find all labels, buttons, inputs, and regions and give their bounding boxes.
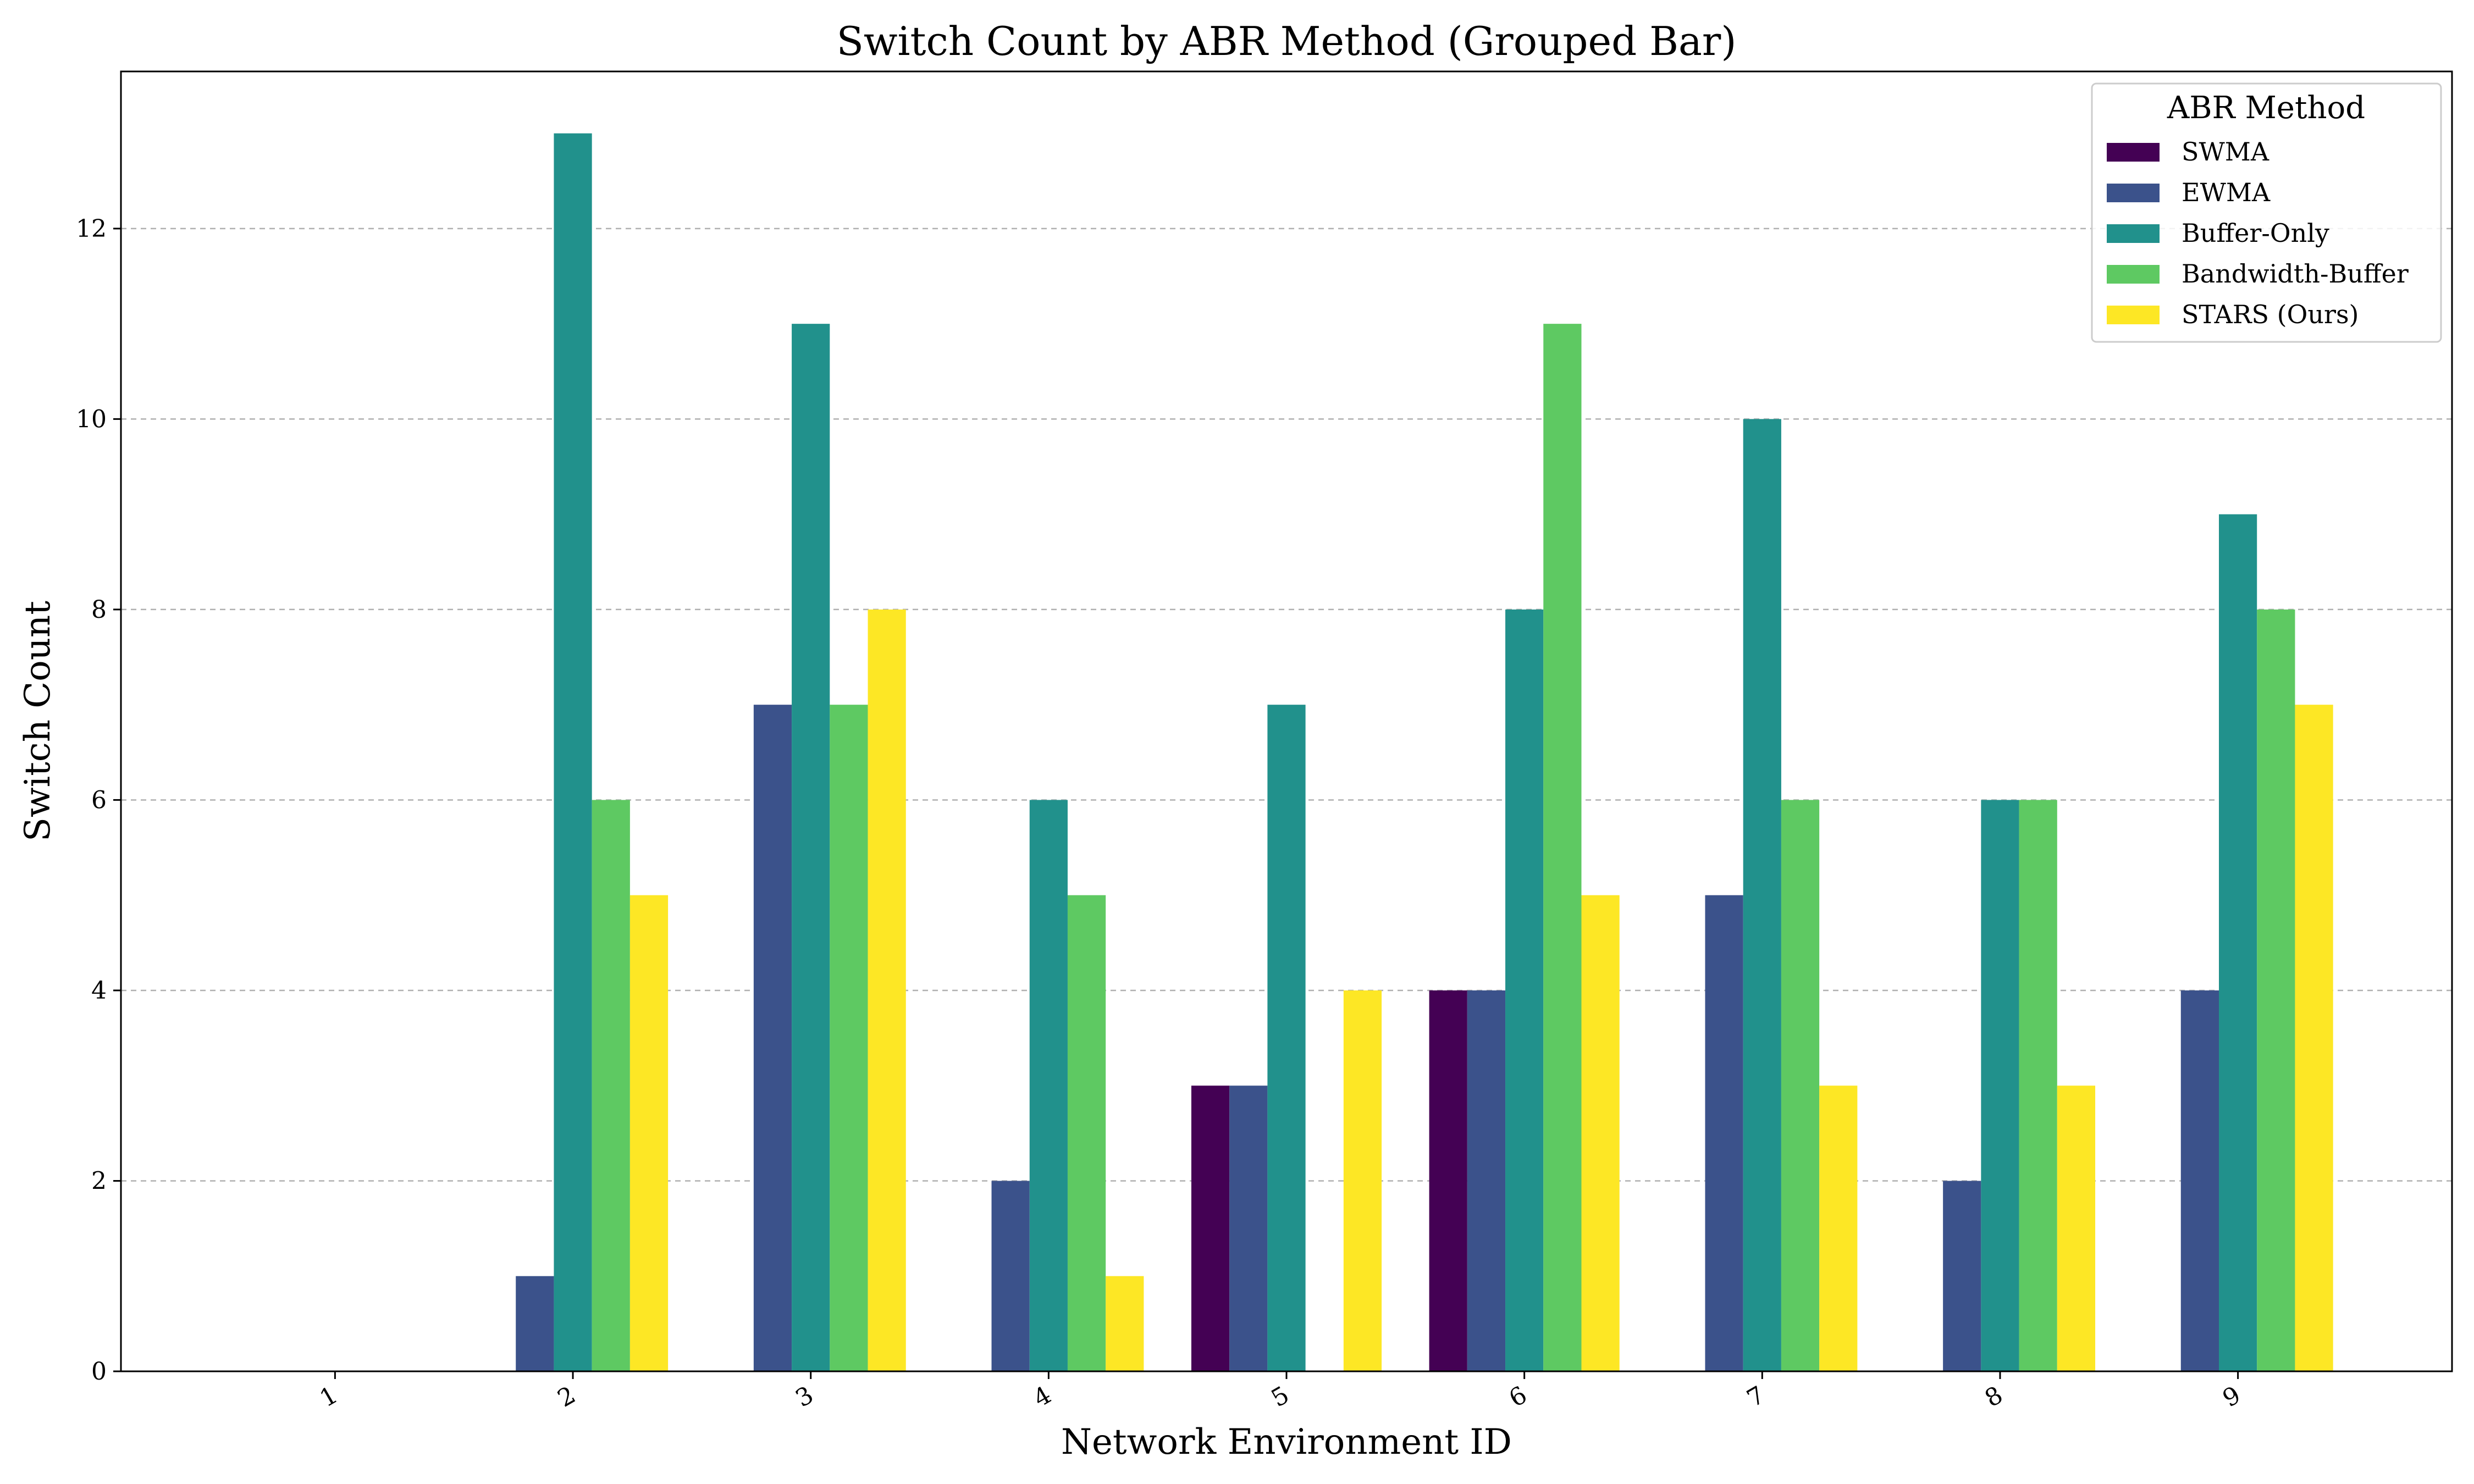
x-axis-ticks: 1 2 3 4 5 6 7 8 9 [315, 1371, 2245, 1413]
bar [554, 133, 592, 1371]
bar [830, 705, 868, 1371]
bar [1505, 609, 1544, 1371]
y-tick-label: 12 [76, 215, 107, 243]
x-tick-label: 4 [1029, 1381, 1056, 1413]
x-tick-label: 1 [315, 1381, 343, 1413]
y-tick-label: 8 [91, 596, 107, 624]
legend: ABR Method SWMA EWMA Buffer-Only Bandwidth-… [2091, 82, 2442, 343]
bar [1067, 895, 1106, 1371]
legend-label: EWMA [2182, 178, 2271, 207]
bar [1943, 1181, 1981, 1371]
bar [753, 705, 792, 1371]
bar [1191, 1086, 1230, 1371]
x-tick-label: 6 [1504, 1381, 1532, 1413]
bar [868, 609, 906, 1371]
y-tick-label: 10 [76, 405, 107, 433]
x-tick-label: 3 [791, 1381, 818, 1413]
legend-label: Bandwidth-Buffer [2182, 259, 2409, 289]
bar [2057, 1086, 2096, 1371]
legend-box [2091, 82, 2442, 343]
bar [1705, 895, 1743, 1371]
bar [1343, 990, 1382, 1371]
y-axis-label: Switch Count [18, 601, 58, 841]
x-tick-label: 7 [1742, 1381, 1770, 1413]
y-tick-label: 4 [91, 977, 107, 1005]
x-tick-label: 2 [553, 1381, 581, 1413]
legend-label: SWMA [2182, 137, 2269, 167]
bar [1429, 990, 1467, 1371]
y-tick-label: 6 [91, 786, 107, 814]
bar [1819, 1086, 1858, 1371]
legend-label: STARS (Ours) [2182, 300, 2359, 329]
legend-swatch [2107, 184, 2160, 202]
bar [792, 324, 830, 1372]
bar [629, 895, 669, 1371]
bar [2295, 705, 2333, 1371]
legend-items: SWMA EWMA Buffer-Only Bandwidth-Buffer STARS… [2107, 137, 2409, 329]
legend-swatch [2107, 265, 2160, 284]
y-tick-label: 2 [91, 1167, 107, 1195]
legend-swatch [2107, 143, 2160, 162]
bar [1229, 1086, 1268, 1371]
legend-swatch [2107, 224, 2160, 243]
x-tick-label: 9 [2218, 1381, 2245, 1413]
bar [1543, 324, 1582, 1372]
y-axis-ticks: 0 2 4 6 8 10 12 [76, 215, 121, 1386]
bar [1781, 800, 1820, 1371]
x-tick-label: 8 [1980, 1381, 2008, 1413]
x-axis-label: Network Environment ID [1061, 1422, 1512, 1463]
bar [1743, 419, 1781, 1371]
bars [516, 133, 2333, 1372]
bar [2180, 990, 2219, 1371]
bar [1106, 1276, 1144, 1371]
bar [2019, 800, 2057, 1371]
bar [1267, 705, 1306, 1371]
legend-label: Buffer-Only [2182, 218, 2329, 248]
bar [1029, 800, 1068, 1371]
legend-title: ABR Method [2167, 90, 2365, 126]
bar [2257, 609, 2295, 1371]
bar [592, 800, 630, 1371]
bar [1981, 800, 2019, 1371]
x-tick-label: 5 [1267, 1381, 1294, 1413]
bar [516, 1276, 554, 1371]
bar [1467, 990, 1506, 1371]
bar [2219, 514, 2257, 1371]
legend-swatch [2107, 306, 2160, 324]
chart-title: Switch Count by ABR Method (Grouped Bar) [837, 18, 1737, 64]
y-tick-label: 0 [91, 1358, 107, 1386]
bar [991, 1181, 1030, 1371]
bar [1581, 895, 1620, 1371]
